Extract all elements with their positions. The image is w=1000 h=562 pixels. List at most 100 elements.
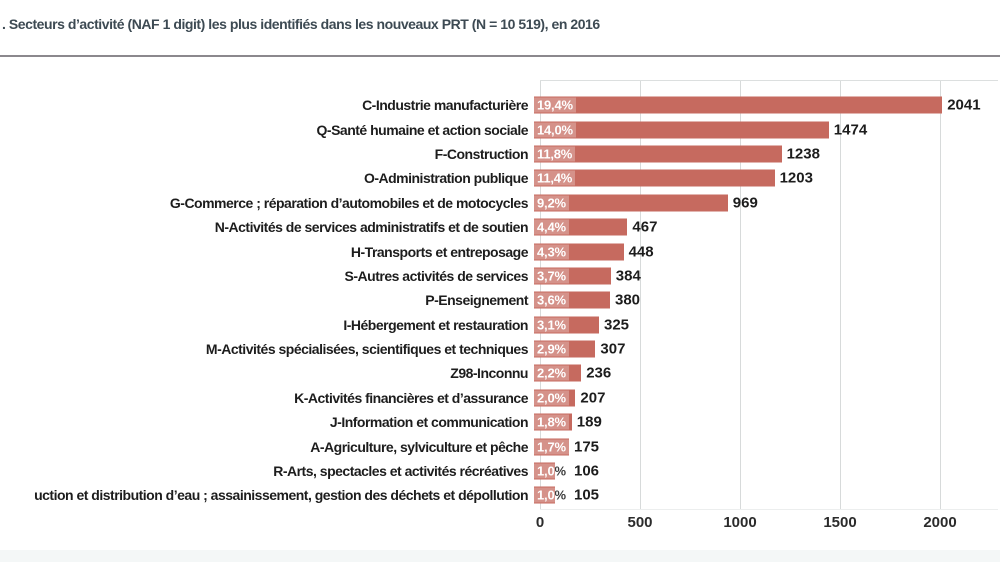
bottom-strip xyxy=(0,550,1000,562)
category-label: C-Industrie manufacturière xyxy=(362,97,528,114)
x-tick-label: 1000 xyxy=(723,514,757,531)
pct-label: 1,8% xyxy=(534,414,569,430)
bar: 19,4% xyxy=(534,96,943,114)
bar: 11,8% xyxy=(534,145,782,163)
category-cell: R-Arts, spectacles et activités récréati… xyxy=(0,459,534,483)
pct-label: 11,4% xyxy=(534,170,576,186)
bar-row: K-Activités financières et d’assurance 2,… xyxy=(0,386,1000,410)
category-label: S-Autres activités de services xyxy=(344,267,529,284)
value-label: 467 xyxy=(632,218,658,236)
category-label: K-Activités financières et d’assurance xyxy=(294,389,528,406)
value-label: 207 xyxy=(580,389,606,407)
pct-label: 3,6% xyxy=(534,292,569,308)
bar-row: Q-Santé humaine et action sociale 14,0% 14… xyxy=(0,117,1000,141)
bar: 4,4% xyxy=(534,218,628,236)
category-cell: Q-Santé humaine et action sociale xyxy=(0,117,534,141)
bar: 3,1% xyxy=(534,316,599,334)
x-axis-ticks: 0 500 1000 1500 2000 xyxy=(536,512,998,536)
value-label: 307 xyxy=(600,340,626,358)
bar: 14,0% xyxy=(534,121,829,139)
value-label: 106 xyxy=(574,462,600,480)
pct-label: 4,3% xyxy=(534,244,569,260)
bar: 9,2% xyxy=(534,194,728,212)
category-cell: N-Activités de services administratifs e… xyxy=(0,215,534,239)
bar-track: 2,0%2,0%207 xyxy=(534,386,1000,410)
value-label: 969 xyxy=(732,194,758,212)
value-label: 380 xyxy=(615,291,641,309)
bar-row: R-Arts, spectacles et activités récréati… xyxy=(0,459,1000,483)
pct-label: 2,2% xyxy=(534,365,569,381)
bar-row: M-Activités spécialisées, scientifiques … xyxy=(0,337,1000,361)
category-cell: F-Construction xyxy=(0,142,534,166)
bar: 1,0% xyxy=(534,486,555,504)
pct-label: 1,0% xyxy=(534,463,556,479)
category-cell: S-Autres activités de services xyxy=(0,264,534,288)
bar-row: N-Activités de services administratifs e… xyxy=(0,215,1000,239)
value-label: 325 xyxy=(604,316,630,334)
gridline xyxy=(740,81,741,509)
value-label: 1238 xyxy=(786,145,820,163)
x-tick-label: 1500 xyxy=(823,514,857,531)
bar-track: 4,4%4,4%467 xyxy=(534,215,1000,239)
category-cell: G-Commerce ; réparation d’automobiles et… xyxy=(0,191,534,215)
category-label: H-Transports et entreposage xyxy=(350,243,529,260)
value-label: 448 xyxy=(628,243,654,261)
category-label: Q-Santé humaine et action sociale xyxy=(316,121,529,138)
bar-track: 2,9%2,9%307 xyxy=(534,337,1000,361)
category-cell: I-Hébergement et restauration xyxy=(0,313,534,337)
bar-rows: C-Industrie manufacturière19,4%19,4%2041… xyxy=(0,93,1000,508)
bar-track: 11,8%11,8%1238 xyxy=(534,142,1000,166)
bar: 2,0% xyxy=(534,389,576,407)
bar-row: S-Autres activités de services 3,7%3,7%38… xyxy=(0,264,1000,288)
gridline xyxy=(940,81,941,509)
value-label: 175 xyxy=(574,438,600,456)
bar: 1,7% xyxy=(534,438,569,456)
gridline xyxy=(840,81,841,509)
bar-row: J-Information et communication 1,8%1,8%18… xyxy=(0,410,1000,434)
category-label: F-Construction xyxy=(434,145,529,162)
bar: 4,3% xyxy=(534,243,624,261)
bar-track: 1,8%1,8%189 xyxy=(534,410,1000,434)
value-label: 1474 xyxy=(833,121,868,139)
bar: 1,8% xyxy=(534,413,572,431)
bar-track: 4,3%4,3%448 xyxy=(534,239,1000,263)
category-label: A-Agriculture, sylviculture et pêche xyxy=(310,438,528,455)
category-cell: A-Agriculture, sylviculture et pêche xyxy=(0,434,534,458)
pct-label: 19,4% xyxy=(534,97,576,113)
category-cell: O-Administration publique xyxy=(0,166,534,190)
value-label: 236 xyxy=(586,364,612,382)
x-tick-label: 0 xyxy=(535,514,545,531)
bar-track: 3,7%3,7%384 xyxy=(534,264,1000,288)
category-cell: Z98-Inconnu xyxy=(0,361,534,385)
x-tick-label: 2000 xyxy=(923,514,957,531)
bar-track: 9,2%9,2%969 xyxy=(534,191,1000,215)
bar-track: 1,0%1,0%105 xyxy=(534,483,1000,507)
category-cell: J-Information et communication xyxy=(0,410,534,434)
pct-label: 11,8% xyxy=(534,146,576,162)
bar: 3,6% xyxy=(534,291,610,309)
category-cell: P-Enseignement xyxy=(0,288,534,312)
category-label: P-Enseignement xyxy=(425,292,528,309)
x-tick-label: 500 xyxy=(627,514,653,531)
bar-row: G-Commerce ; réparation d’automobiles et… xyxy=(0,191,1000,215)
category-label: J-Information et communication xyxy=(329,414,529,431)
bar: 2,2% xyxy=(534,364,582,382)
value-label: 384 xyxy=(615,267,641,285)
category-label: uction et distribution d’eau ; assainiss… xyxy=(34,487,528,504)
value-label: 1203 xyxy=(779,169,813,187)
category-label: I-Hébergement et restauration xyxy=(343,316,528,333)
category-label: G-Commerce ; réparation d’automobiles et… xyxy=(169,194,529,211)
bar-track: 3,6%3,6%380 xyxy=(534,288,1000,312)
gridline xyxy=(640,81,641,509)
bar: 2,9% xyxy=(534,340,596,358)
bar-track: 3,1%3,1%325 xyxy=(534,313,1000,337)
category-cell: C-Industrie manufacturière xyxy=(0,93,534,117)
bar-track: 1,0%1,0%106 xyxy=(534,459,1000,483)
